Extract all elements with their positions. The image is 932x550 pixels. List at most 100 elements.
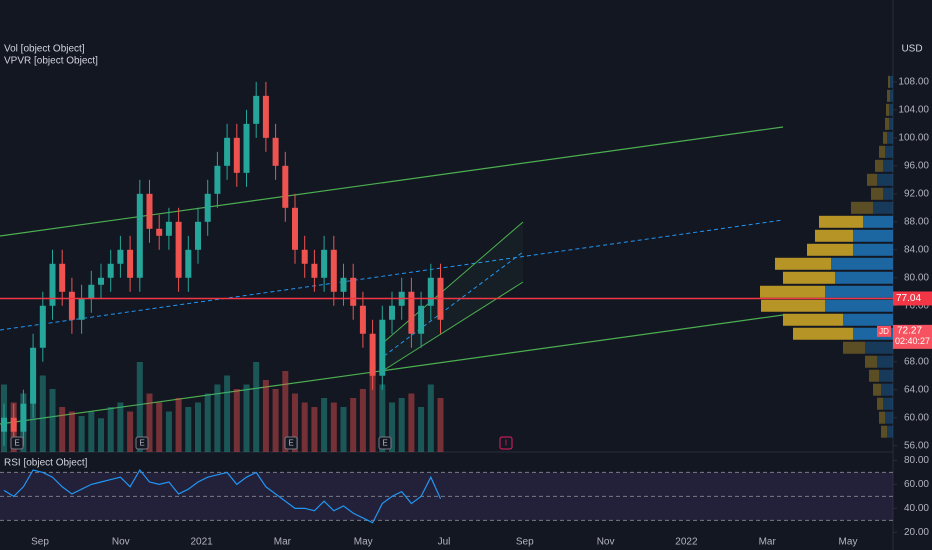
volume-bar bbox=[418, 407, 425, 452]
x-tick-label: May bbox=[354, 537, 373, 548]
x-tick-label: Mar bbox=[274, 537, 292, 548]
volume-bar bbox=[253, 362, 260, 452]
candle-body bbox=[321, 249, 328, 278]
candle-body bbox=[136, 193, 143, 278]
volume-bar bbox=[292, 393, 298, 452]
profile-down bbox=[761, 299, 825, 312]
volume-bar bbox=[175, 398, 182, 452]
candle-body bbox=[204, 193, 211, 222]
volume-bar bbox=[311, 407, 318, 452]
profile-down bbox=[879, 145, 885, 158]
profile-up bbox=[879, 369, 893, 382]
x-tick-label: Mar bbox=[759, 537, 777, 548]
volume-bar bbox=[398, 398, 405, 452]
candle-body bbox=[117, 249, 124, 264]
candle-body bbox=[369, 333, 376, 376]
volume-bar bbox=[146, 393, 153, 452]
candle-body bbox=[224, 137, 231, 166]
candle-body bbox=[165, 221, 172, 236]
profile-down bbox=[886, 103, 889, 116]
candle-body bbox=[243, 123, 250, 173]
candle-body bbox=[311, 263, 318, 278]
legend-vpvr: VPVR [object Object] bbox=[4, 56, 98, 67]
profile-up bbox=[885, 145, 893, 158]
candle-body bbox=[98, 277, 104, 285]
profile-up bbox=[883, 159, 893, 172]
volume-bar bbox=[243, 384, 250, 452]
rsi-tick-label: 20.00 bbox=[904, 527, 929, 538]
volume-bar bbox=[330, 402, 337, 452]
price-tag-label: 77.04 bbox=[896, 293, 921, 304]
volume-bar bbox=[88, 411, 95, 452]
volume-bar bbox=[204, 393, 211, 452]
symbol-label: JD bbox=[879, 327, 889, 336]
candle-body bbox=[359, 305, 366, 334]
y-tick-label: 92.00 bbox=[904, 188, 929, 199]
volume-bar bbox=[98, 418, 104, 452]
x-tick-label: Jul bbox=[438, 537, 451, 548]
price-tag bbox=[893, 291, 932, 306]
earnings-marker bbox=[378, 436, 392, 450]
volume-bar bbox=[272, 389, 279, 452]
volume-bar bbox=[262, 380, 269, 452]
profile-up bbox=[825, 285, 893, 298]
volume-bar bbox=[427, 384, 434, 452]
volume-bar bbox=[49, 389, 56, 452]
candle-body bbox=[379, 319, 386, 376]
profile-down bbox=[879, 411, 885, 424]
volume-bar bbox=[185, 407, 192, 452]
volume-bar bbox=[127, 411, 134, 452]
volume-bar bbox=[107, 407, 114, 452]
profile-up bbox=[873, 201, 893, 214]
profile-up bbox=[835, 271, 893, 284]
y-tick-label: 100.00 bbox=[898, 132, 929, 143]
candle-body bbox=[282, 165, 289, 208]
currency: USD bbox=[901, 44, 922, 55]
profile-down bbox=[881, 425, 887, 438]
candle-body bbox=[88, 284, 95, 299]
profile-down bbox=[815, 229, 853, 242]
volume-bar bbox=[59, 407, 66, 452]
volume-bar bbox=[39, 375, 46, 452]
profile-down bbox=[888, 75, 890, 88]
channel-line bbox=[0, 126, 784, 237]
volume-bar bbox=[224, 375, 231, 452]
volume-bar bbox=[350, 398, 357, 452]
channel-line bbox=[383, 281, 524, 371]
candle-body bbox=[68, 291, 75, 320]
profile-up bbox=[865, 341, 893, 354]
earnings-label: E bbox=[14, 439, 19, 448]
volume-bar bbox=[68, 411, 75, 452]
profile-down bbox=[883, 131, 887, 144]
channel-line bbox=[383, 221, 524, 343]
profile-down bbox=[871, 187, 883, 200]
candle-body bbox=[350, 277, 357, 306]
candle-body bbox=[146, 193, 153, 229]
y-tick-label: 68.00 bbox=[904, 356, 929, 367]
y-tick-label: 64.00 bbox=[904, 384, 929, 395]
profile-down bbox=[793, 327, 853, 340]
candle-body bbox=[253, 95, 260, 124]
profile-up bbox=[883, 187, 893, 200]
profile-down bbox=[783, 271, 835, 284]
profile-up bbox=[825, 299, 893, 312]
x-tick-label: Nov bbox=[597, 537, 615, 548]
channel-midline bbox=[383, 251, 524, 357]
candle-body bbox=[330, 249, 337, 292]
earnings-marker bbox=[284, 436, 298, 450]
profile-down bbox=[877, 397, 883, 410]
profile-up bbox=[887, 425, 893, 438]
profile-down bbox=[760, 285, 825, 298]
profile-down bbox=[885, 117, 889, 130]
x-tick-label: May bbox=[839, 537, 858, 548]
y-tick-label: 104.00 bbox=[898, 104, 929, 115]
channel-line bbox=[0, 314, 784, 425]
y-tick-label: 76.00 bbox=[904, 300, 929, 311]
y-tick-label: 88.00 bbox=[904, 216, 929, 227]
volume-bar bbox=[282, 371, 289, 452]
volume-bar bbox=[233, 389, 240, 452]
profile-up bbox=[890, 75, 893, 88]
candle-body bbox=[272, 137, 279, 166]
profile-up bbox=[863, 215, 893, 228]
